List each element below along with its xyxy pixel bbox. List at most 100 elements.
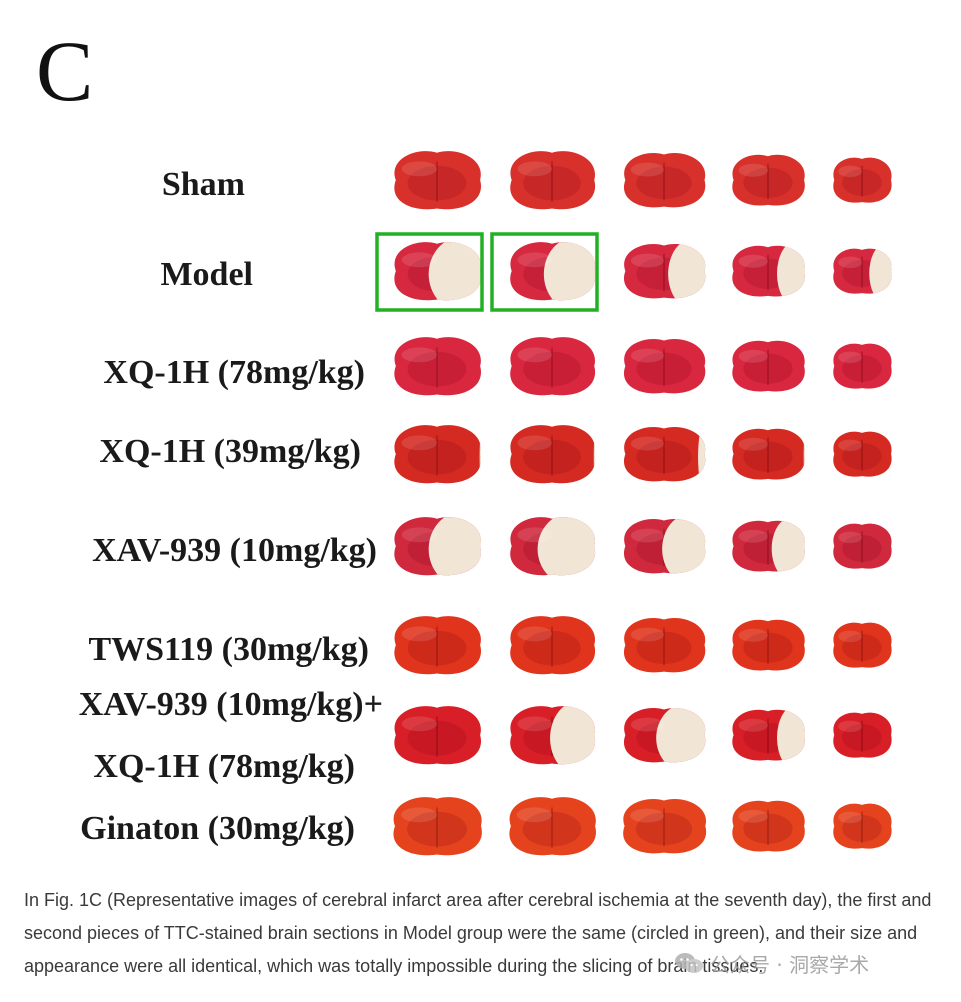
brain-shine bbox=[401, 252, 437, 268]
brain-tissue bbox=[833, 712, 892, 758]
brain-section bbox=[394, 517, 482, 576]
brain-shine bbox=[838, 531, 862, 544]
brain-section bbox=[623, 426, 706, 482]
brain-shine bbox=[517, 435, 552, 451]
brain-section bbox=[732, 800, 805, 852]
brain-section bbox=[510, 337, 596, 396]
brain-texture bbox=[842, 723, 882, 751]
brain-texture bbox=[635, 812, 693, 846]
brain-texture bbox=[842, 168, 882, 196]
green-highlight-box bbox=[375, 232, 484, 312]
brain-tissue bbox=[510, 337, 596, 396]
brain-section bbox=[732, 154, 805, 206]
brain-shine bbox=[401, 807, 437, 823]
brain-shine bbox=[630, 348, 664, 363]
brain-shine bbox=[738, 349, 768, 363]
brain-texture bbox=[743, 167, 793, 198]
brain-texture bbox=[636, 631, 692, 665]
infarct-area bbox=[777, 709, 805, 761]
brain-shine bbox=[517, 527, 552, 543]
row-label-ginaton: Ginaton (30mg/kg) bbox=[80, 810, 355, 847]
row-label-sham: Sham bbox=[161, 166, 245, 203]
infarct-area bbox=[777, 245, 805, 297]
brain-texture bbox=[407, 630, 467, 666]
row-label-xav939: XAV-939 (10mg/kg) bbox=[92, 532, 377, 569]
brain-section bbox=[394, 706, 482, 765]
brain-tissue bbox=[394, 706, 482, 765]
brain-section bbox=[623, 518, 706, 574]
green-highlight-box bbox=[490, 232, 599, 312]
brain-section bbox=[510, 242, 596, 301]
brain-shine bbox=[517, 626, 552, 642]
row-label-model: Model bbox=[160, 256, 253, 293]
panel-letter: C bbox=[36, 23, 94, 119]
brain-shine bbox=[517, 716, 552, 732]
infarct-area bbox=[428, 242, 482, 301]
brain-section bbox=[833, 803, 892, 849]
infarct-area bbox=[537, 517, 596, 576]
brain-tissue bbox=[623, 426, 706, 482]
row-label-combo-line1: XAV-939 (10mg/kg)+ bbox=[78, 686, 383, 723]
brain-section-grid bbox=[375, 151, 892, 856]
brain-tissue bbox=[732, 428, 805, 480]
brain-texture bbox=[842, 633, 882, 661]
brain-tissue bbox=[833, 803, 892, 849]
brain-tissue bbox=[394, 425, 482, 484]
brain-shine bbox=[630, 808, 665, 823]
brain-shine bbox=[401, 435, 437, 451]
infarct-area bbox=[668, 243, 706, 299]
brain-section bbox=[394, 242, 482, 301]
brain-texture bbox=[407, 720, 467, 756]
brain-tissue bbox=[510, 151, 596, 210]
brain-section bbox=[510, 425, 596, 484]
brain-tissue bbox=[732, 340, 805, 392]
brain-texture bbox=[743, 441, 793, 472]
brain-shine bbox=[838, 439, 862, 452]
brain-texture bbox=[743, 353, 793, 384]
infarct-area bbox=[593, 425, 596, 484]
brain-tissue bbox=[833, 431, 892, 477]
brain-texture bbox=[636, 352, 692, 386]
brain-section bbox=[833, 431, 892, 477]
brain-tissue bbox=[833, 622, 892, 668]
brain-section bbox=[732, 520, 805, 572]
row-label-combo-line2: XQ-1H (78mg/kg) bbox=[93, 748, 355, 785]
brain-texture bbox=[842, 354, 882, 382]
brain-section bbox=[394, 151, 482, 210]
brain-section bbox=[732, 709, 805, 761]
brain-shine bbox=[517, 347, 552, 363]
brain-texture bbox=[407, 351, 467, 387]
brain-texture bbox=[842, 534, 882, 562]
brain-shine bbox=[401, 716, 437, 732]
brain-tissue bbox=[393, 797, 482, 856]
brain-shine bbox=[630, 162, 664, 177]
brain-tissue bbox=[394, 337, 482, 396]
brain-tissue bbox=[732, 800, 805, 852]
brain-shine bbox=[838, 351, 862, 364]
brain-section bbox=[510, 151, 596, 210]
brain-shine bbox=[738, 254, 768, 268]
brain-section bbox=[510, 706, 596, 765]
brain-section bbox=[509, 797, 596, 856]
brain-tissue bbox=[623, 338, 706, 394]
row-label-tws119: TWS119 (30mg/kg) bbox=[88, 631, 369, 668]
brain-tissue bbox=[623, 152, 706, 208]
infarct-area bbox=[803, 428, 805, 480]
row-label-xq1h-78: XQ-1H (78mg/kg) bbox=[103, 354, 365, 391]
brain-texture bbox=[522, 811, 582, 847]
infarct-area bbox=[662, 518, 706, 574]
infarct-area bbox=[698, 426, 706, 482]
brain-shine bbox=[401, 527, 437, 543]
infarct-area bbox=[479, 425, 482, 484]
brain-tissue bbox=[833, 523, 892, 569]
brain-section bbox=[510, 616, 596, 675]
brain-section bbox=[510, 517, 596, 576]
brain-tissue bbox=[623, 798, 707, 854]
brain-section bbox=[833, 712, 892, 758]
brain-tissue bbox=[833, 157, 892, 203]
infarct-area bbox=[869, 248, 892, 294]
brain-tissue bbox=[732, 619, 805, 671]
brain-texture bbox=[407, 811, 467, 847]
brain-shine bbox=[516, 807, 552, 823]
brain-section bbox=[833, 343, 892, 389]
